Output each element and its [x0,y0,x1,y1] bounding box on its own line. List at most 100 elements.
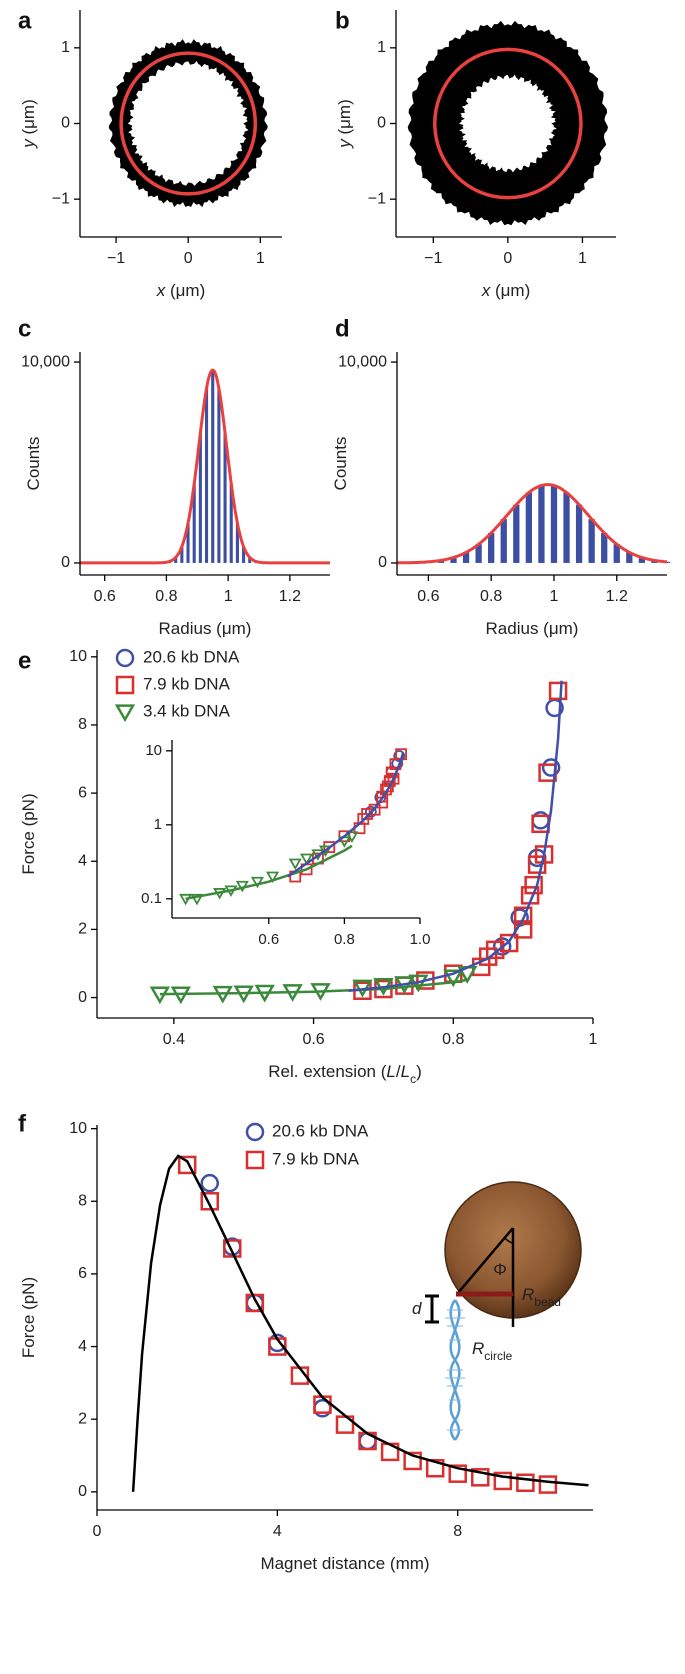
dna-strand [449,1299,461,1441]
fit-curve [397,483,668,565]
label-part: y [19,138,38,149]
label-part: (μm) [19,99,38,139]
x-tick-label: 1 [578,250,587,267]
point [416,971,435,990]
x-axis-label: Radius (μm) [486,619,579,638]
bar [575,504,583,563]
bar [242,546,246,563]
bar [192,483,196,563]
angle-arc [504,1237,514,1244]
label-part: c [410,1072,416,1086]
point [115,648,135,668]
label-part: Φ [493,1260,507,1279]
x-tick-label: 1.2 [606,588,628,605]
legend-label: 20.6 kb DNA [143,647,240,666]
label-part: (μm) [335,99,354,139]
bar [588,519,595,563]
x-tick-label: −1 [424,250,442,267]
x-tick-label: 0 [184,250,193,267]
panel-letter: f [18,1110,27,1137]
point [493,1471,513,1491]
point [266,871,280,884]
bar [217,388,221,563]
point [245,1150,265,1170]
x-tick-label: 4 [273,1523,282,1540]
bar [198,432,202,563]
y-tick-label: 10 [145,742,162,759]
x-axis-label: x (μm) [156,281,206,300]
bar [229,483,233,563]
dna-strand [449,1299,461,1441]
label-part: Counts [331,437,350,491]
label-part: x [481,281,491,300]
label-part: Force (pN) [19,793,38,874]
label-part: Rel. extension ( [268,1062,386,1081]
bar [538,485,545,563]
y-tick-label: 1 [61,39,70,56]
point [403,1451,422,1471]
x-axis-label: x (μm) [481,281,531,300]
y-tick-label: 10 [69,1120,87,1137]
point [516,1473,535,1493]
point [513,906,533,926]
label-part: R [472,1339,484,1358]
y-axis-label: Counts [24,437,43,491]
y-tick-label: 6 [78,784,87,801]
x-tick-label: 0.4 [163,1031,185,1048]
point [499,933,519,953]
bar [223,432,227,563]
x-tick-label: 1.0 [410,931,431,948]
label-part: ) [416,1062,422,1081]
label-part: Radius (μm) [486,619,579,638]
circle-radius-label: Rcircle [472,1339,513,1363]
point [245,1293,265,1313]
fit-line [348,680,563,992]
fit-line [131,1154,589,1492]
point [364,805,377,818]
legend-label: 20.6 kb DNA [272,1121,369,1140]
distance-label: d [412,1299,422,1318]
legend-label: 3.4 kb DNA [143,701,231,720]
x-tick-label: 1 [550,588,559,605]
y-tick-label: 6 [78,1265,87,1282]
bar [450,557,457,563]
bar [488,532,495,563]
bar [475,544,482,563]
label-part: / [396,1062,401,1081]
legend-label: 7.9 kb DNA [272,1149,360,1168]
point [288,858,302,871]
point [114,704,136,723]
label-part: d [412,1299,422,1318]
y-tick-label: 0.1 [141,890,162,907]
y-tick-label: 8 [78,716,87,733]
x-tick-label: 1 [256,250,265,267]
x-tick-label: 0.6 [417,588,439,605]
bar [248,557,252,563]
x-tick-label: 0.6 [258,931,279,948]
y-tick-label: 0 [61,115,70,132]
y-tick-label: −1 [368,190,386,207]
point [223,1239,242,1258]
bar [613,544,620,563]
y-tick-label: 2 [78,1410,87,1427]
point [368,803,381,816]
panel-letter: e [18,647,31,674]
label-part: L [401,1062,410,1081]
point [541,758,561,777]
dna-rungs [445,1309,465,1431]
bar [174,557,178,563]
x-tick-label: 0.8 [155,588,177,605]
bar [500,519,507,563]
label-part: Magnet distance (mm) [260,1554,429,1573]
x-tick-label: 0.8 [480,588,502,605]
x-tick-label: 1 [589,1031,598,1048]
label-part: L [386,1062,395,1081]
fit-curve [80,368,330,565]
point [425,1458,445,1478]
x-tick-label: 0.8 [442,1031,464,1048]
bar [601,532,608,563]
panel-letter: d [335,315,350,342]
point [345,831,359,843]
point [548,681,568,701]
